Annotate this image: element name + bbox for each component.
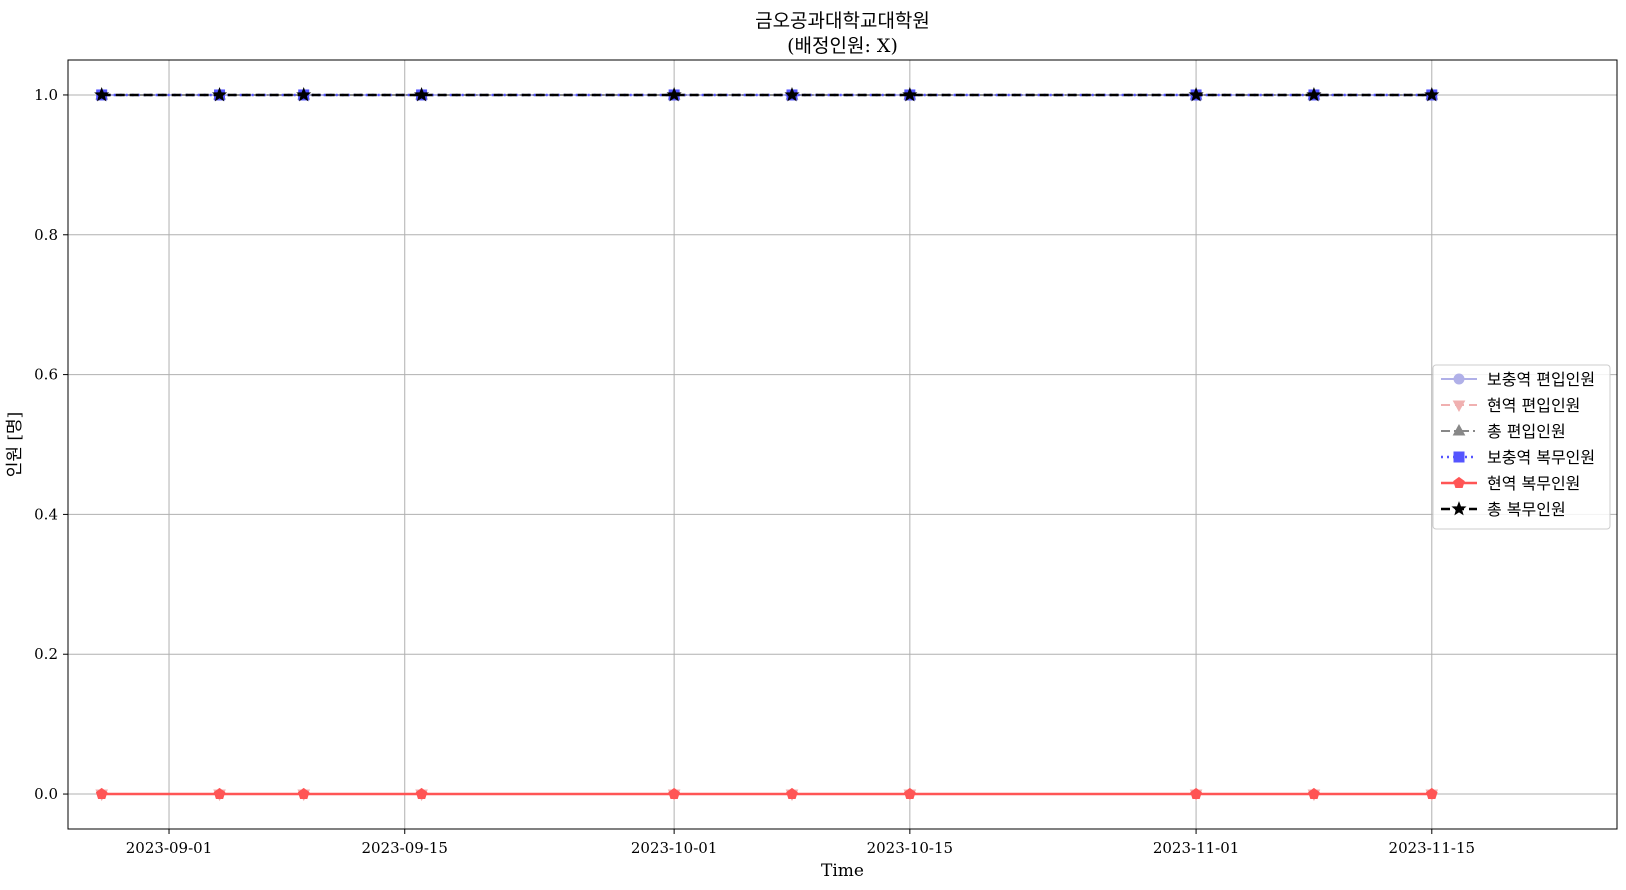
legend-item: 총 복무인원	[1441, 500, 1566, 519]
data-point	[784, 87, 800, 102]
x-tick-label: 2023-10-15	[867, 839, 953, 857]
chart-subtitle: (배정인원: X)	[787, 35, 898, 57]
legend-marker	[1453, 451, 1465, 463]
y-axis-label: 인원 [명]	[5, 412, 25, 478]
legend-marker	[1452, 423, 1466, 436]
data-point	[95, 787, 108, 799]
data-point	[212, 87, 228, 102]
legend-item: 보충역 편입인원	[1441, 370, 1595, 389]
data-point	[297, 787, 310, 799]
legend-marker	[1452, 400, 1466, 413]
data-point	[786, 787, 798, 799]
data-point	[904, 787, 916, 799]
x-tick-label: 2023-09-01	[126, 839, 212, 857]
chart-title: 금오공과대학교대학원	[755, 10, 930, 32]
data-point	[415, 787, 428, 799]
legend-item: 총 편입인원	[1441, 422, 1566, 441]
y-tick-label: 0.2	[34, 645, 58, 663]
x-tick-label: 2023-11-15	[1389, 839, 1475, 857]
data-point	[94, 87, 110, 102]
data-point	[213, 787, 226, 799]
data-point	[296, 87, 312, 102]
plot-frame	[67, 59, 1618, 830]
y-tick-label: 0.0	[34, 785, 58, 803]
legend-box	[1432, 364, 1611, 530]
legend-label: 보충역 편입인원	[1487, 370, 1595, 389]
x-axis: 2023-09-01 2023-09-15 2023-10-01 2023-10-15…	[126, 829, 1475, 857]
legend-label: 총 편입인원	[1487, 422, 1566, 441]
y-tick-label: 0.6	[34, 366, 58, 384]
y-axis: 0.0 0.2 0.4 0.6 0.8 1.0	[34, 86, 68, 803]
data-point	[666, 87, 682, 102]
data-point	[902, 87, 918, 102]
legend-item: 현역 편입인원	[1441, 396, 1580, 415]
legend-item: 현역 복무인원	[1441, 474, 1580, 493]
y-tick-label: 0.4	[34, 505, 58, 523]
legend-item: 보충역 복무인원	[1441, 448, 1595, 467]
y-tick-label: 0.8	[34, 226, 58, 244]
data-point	[668, 787, 680, 799]
data-point	[1306, 87, 1322, 102]
series-6	[94, 87, 1440, 102]
legend-label: 보충역 복무인원	[1487, 448, 1595, 467]
x-axis-label: Time	[821, 861, 864, 881]
series-layer	[94, 87, 1440, 802]
data-point	[1424, 87, 1440, 102]
legend-label: 현역 편입인원	[1487, 396, 1580, 415]
grid	[68, 60, 1617, 829]
x-tick-label: 2023-10-01	[631, 839, 717, 857]
data-point	[1308, 787, 1320, 799]
data-point	[1190, 787, 1202, 799]
legend-label: 총 복무인원	[1487, 500, 1566, 519]
legend-label: 현역 복무인원	[1487, 474, 1580, 493]
x-tick-label: 2023-11-01	[1153, 839, 1239, 857]
legend-marker	[1453, 476, 1465, 488]
x-tick-label: 2023-09-15	[361, 839, 447, 857]
series-5	[95, 787, 1438, 799]
data-point	[414, 87, 430, 102]
data-point	[1188, 87, 1204, 102]
data-point	[1425, 787, 1438, 799]
legend-marker	[1453, 373, 1465, 385]
y-tick-label: 1.0	[34, 86, 58, 104]
legend-marker	[1451, 501, 1467, 516]
